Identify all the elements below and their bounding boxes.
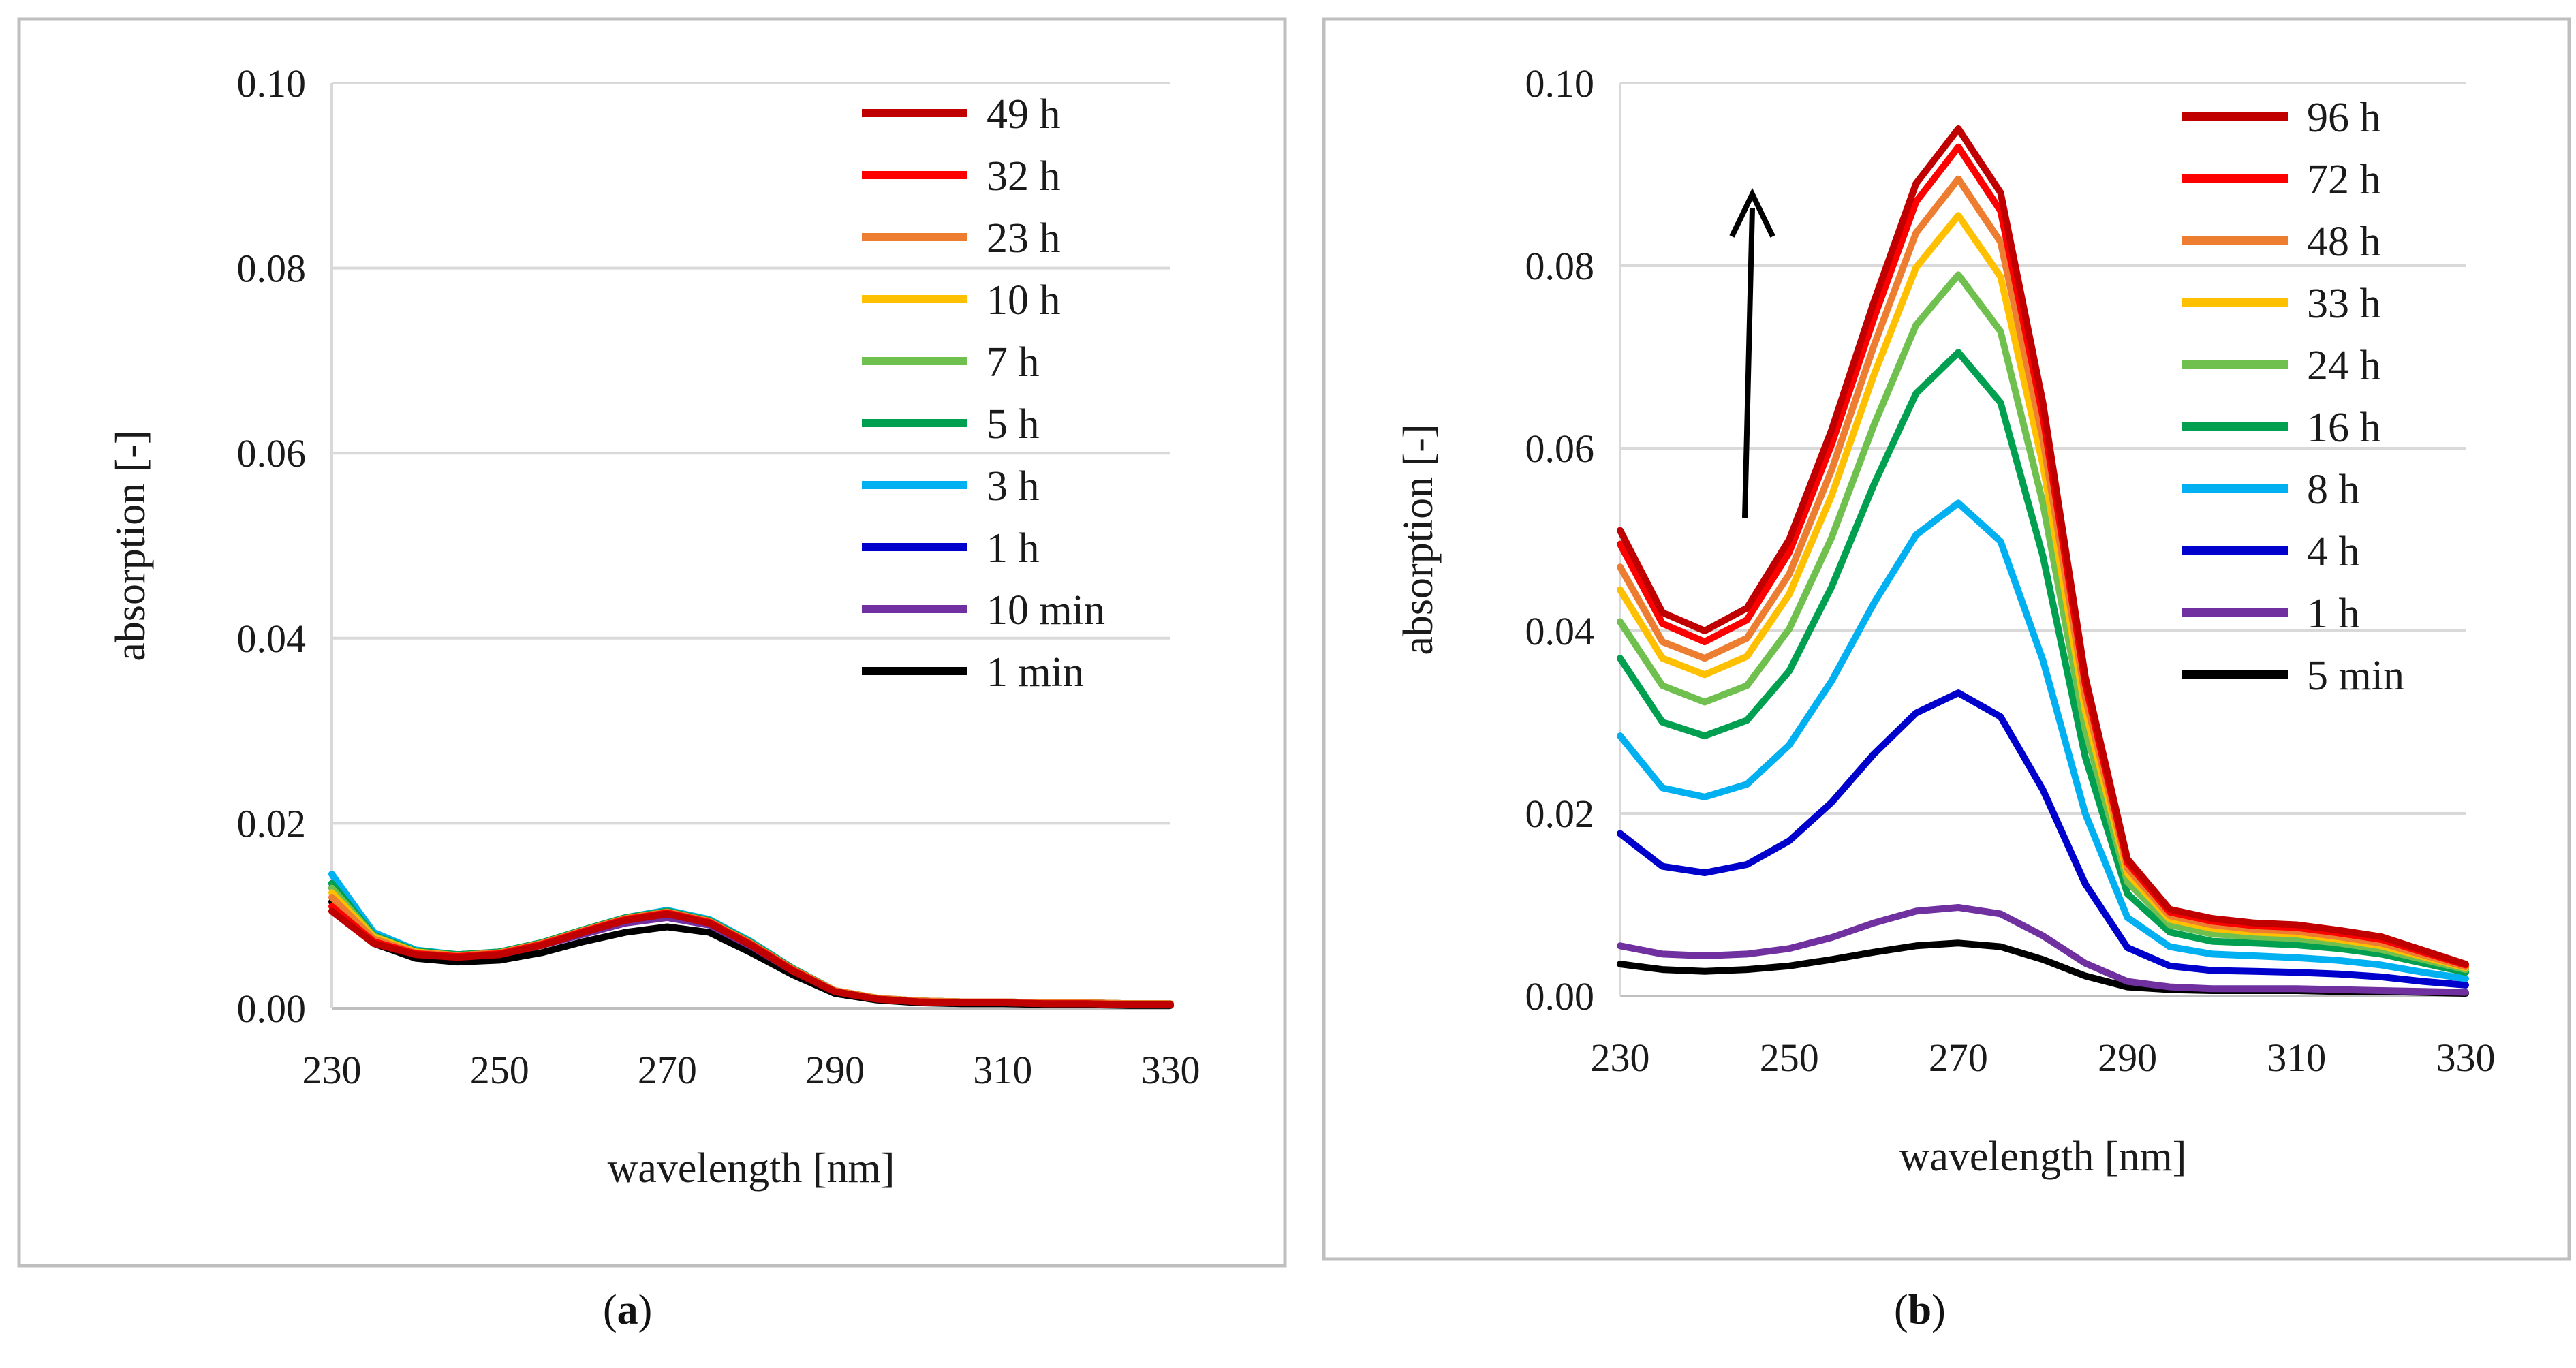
legend-label: 32 h [987,153,1061,200]
legend-label: 33 h [2307,281,2381,327]
y-axis-label: absorption [-] [1395,424,1442,655]
legend-label: 96 h [2307,95,2381,141]
series-line [1617,689,2469,989]
panel-label-a: (a) [603,1287,653,1333]
y-tick-label: 0.00 [237,986,307,1031]
y-tick-label: 0.02 [237,801,307,845]
series-line [1617,125,2469,968]
y-tick-label: 0.06 [237,431,307,476]
x-tick-label: 270 [1929,1036,1988,1080]
legend-label: 10 min [987,587,1105,634]
legend-label: 3 h [987,463,1040,510]
legend-label: 23 h [987,215,1061,262]
legend-label: 5 h [987,401,1040,448]
x-axis-label: wavelength [nm] [608,1145,895,1192]
series-line [1617,175,2469,971]
x-tick-label: 310 [973,1048,1032,1092]
x-tick-label: 290 [805,1048,865,1092]
panel-letter-a: a [617,1287,638,1333]
legend-label: 1 min [987,649,1084,696]
chart-frame [1322,17,2571,1261]
legend-label: 48 h [2307,219,2381,265]
y-tick-label: 0.10 [237,61,307,106]
series-line [1617,499,2469,982]
series-line [1617,349,2469,976]
x-tick-label: 250 [470,1048,529,1092]
legend-label: 24 h [2307,343,2381,389]
y-tick-label: 0.10 [1525,61,1595,106]
legend-label: 1 h [987,525,1040,572]
y-tick-label: 0.04 [1525,609,1595,653]
legend-label: 10 h [987,277,1061,324]
series-line [1617,271,2469,974]
x-axis-label: wavelength [nm] [1899,1134,2187,1180]
x-tick-label: 330 [1141,1048,1200,1092]
y-axis-label: absorption [-] [108,430,154,661]
legend-label: 49 h [987,91,1061,138]
y-tick-label: 0.08 [1525,244,1595,288]
legend-label: 1 h [2307,591,2360,637]
y-tick-label: 0.02 [1525,792,1595,836]
x-tick-label: 230 [302,1048,362,1092]
y-tick-label: 0.08 [237,247,307,291]
x-tick-label: 250 [1760,1036,1819,1080]
legend-label: 16 h [2307,405,2381,451]
series-line [328,907,1174,1008]
trend-arrow-head [1729,187,1775,238]
legend-label: 72 h [2307,157,2381,203]
legend-label: 8 h [2307,467,2360,513]
legend-label: 5 min [2307,653,2404,699]
x-tick-label: 230 [1591,1036,1650,1080]
chart-frame [17,17,1287,1268]
x-tick-label: 310 [2267,1036,2326,1080]
series-line [1617,904,2469,996]
panel-letter-b: b [1908,1287,1932,1333]
legend-label: 4 h [2307,529,2360,575]
x-tick-label: 290 [2098,1036,2157,1080]
x-tick-label: 330 [2436,1036,2496,1080]
x-tick-label: 270 [638,1048,697,1092]
y-tick-label: 0.00 [1525,974,1595,1019]
y-tick-label: 0.06 [1525,426,1595,471]
legend-label: 7 h [987,339,1040,386]
trend-arrow-shaft [1742,207,1755,518]
panel-label-b: (b) [1894,1287,1946,1333]
y-tick-label: 0.04 [237,617,307,661]
